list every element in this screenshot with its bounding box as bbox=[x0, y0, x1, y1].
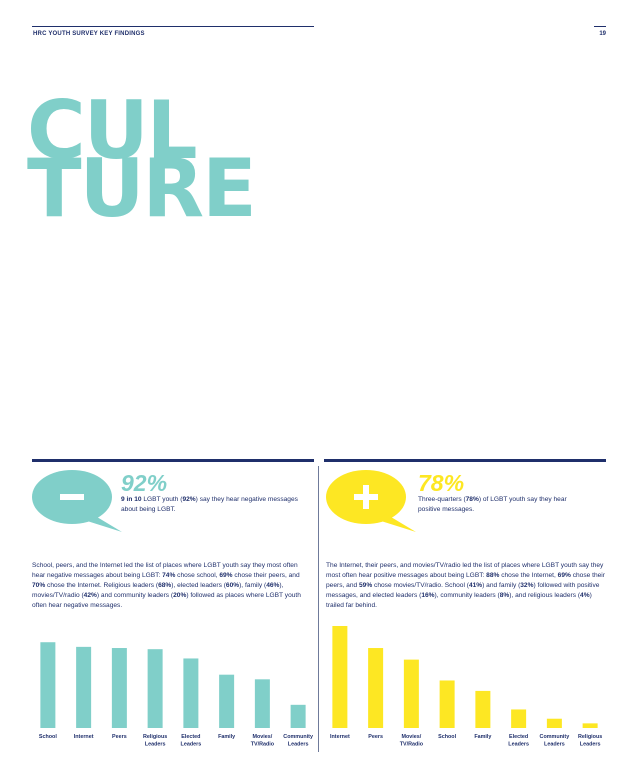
positive-paragraph-segment: ) followed with positive messages, and e… bbox=[326, 582, 600, 599]
positive-speech-bubble-icon bbox=[326, 470, 416, 532]
negative-paragraph-segment: chose the Internet. Religious leaders ( bbox=[45, 582, 159, 589]
negative-paragraph-segment: 20% bbox=[173, 592, 187, 599]
bar bbox=[219, 674, 235, 728]
bar bbox=[439, 680, 455, 728]
positive-paragraph-segment: chose the Internet, bbox=[499, 572, 558, 579]
negative-paragraph-segment: chose school, bbox=[175, 572, 220, 579]
category-label: Peers bbox=[112, 734, 127, 740]
negative-paragraph-segment: 69% bbox=[219, 572, 233, 579]
negative-paragraph-segment: 74% bbox=[162, 572, 176, 579]
negative-note-segment: 92% bbox=[182, 496, 196, 503]
negative-speech-bubble-icon bbox=[32, 470, 122, 532]
negative-paragraph-segment: ), movies/TV/radio ( bbox=[32, 582, 284, 599]
category-label: Family bbox=[218, 734, 235, 740]
bar bbox=[403, 659, 419, 728]
category-label: Peers bbox=[368, 734, 383, 740]
category-label: Movies/TV/Radio bbox=[251, 734, 275, 748]
negative-paragraph-segment: 46% bbox=[266, 582, 280, 589]
headline-line-2: TURE bbox=[27, 142, 257, 235]
positive-paragraph-segment: 8% bbox=[499, 592, 510, 599]
bar bbox=[582, 723, 598, 728]
category-label: Internet bbox=[330, 734, 350, 740]
negative-note-segment: 9 in 10 bbox=[121, 496, 142, 503]
bar bbox=[290, 704, 306, 728]
negative-note-segment: LGBT youth ( bbox=[141, 496, 183, 503]
positive-paragraph-segment: 4% bbox=[580, 592, 590, 599]
negative-paragraph-segment: ) and community leaders ( bbox=[96, 592, 174, 599]
bar bbox=[254, 679, 270, 728]
positive-paragraph-segment: 69% bbox=[557, 572, 571, 579]
negative-percent: 92% bbox=[121, 470, 168, 496]
positive-paragraph-segment: The Internet, their peers, and movies/TV… bbox=[326, 562, 604, 579]
positive-percent: 78% bbox=[418, 470, 465, 496]
bar bbox=[147, 649, 163, 728]
bar bbox=[40, 642, 56, 728]
positive-paragraph-segment: 32% bbox=[520, 582, 534, 589]
positive-note-segment: ) of LGBT youth say they hear positive m… bbox=[418, 496, 567, 513]
category-label: Family bbox=[474, 734, 491, 740]
negative-paragraph-segment: ), elected leaders ( bbox=[171, 582, 226, 589]
header-rule bbox=[32, 26, 314, 27]
category-label: Community Leaders bbox=[283, 734, 313, 748]
positive-paragraph-segment: 16% bbox=[421, 592, 435, 599]
negative-note-segment: ) say they hear negative messages about … bbox=[121, 496, 298, 513]
positive-sources-bar-chart: Internet Peers Movies/TV/Radio School Family… bbox=[330, 626, 602, 748]
bar bbox=[511, 709, 527, 728]
category-label: Community Leaders bbox=[540, 734, 570, 748]
page-number: 19 bbox=[599, 31, 606, 37]
negative-paragraph-segment: 68% bbox=[158, 582, 172, 589]
category-label: Religious Leaders bbox=[578, 734, 602, 748]
category-label: Elected Leaders bbox=[181, 734, 202, 748]
header-rule-short bbox=[594, 26, 606, 27]
bar bbox=[332, 626, 348, 728]
positive-paragraph-segment: ), and religious leaders ( bbox=[509, 592, 581, 599]
bar bbox=[111, 648, 127, 728]
negative-paragraph: School, peers, and the Internet led the … bbox=[32, 561, 312, 611]
positive-note-segment: Three-quarters ( bbox=[418, 496, 466, 503]
negative-note: 9 in 10 LGBT youth (92%) say they hear n… bbox=[121, 495, 301, 515]
category-label: Internet bbox=[74, 734, 94, 740]
negative-paragraph-segment: ) followed as places where LGBT youth of… bbox=[32, 592, 301, 609]
bar bbox=[368, 648, 384, 728]
category-label: School bbox=[39, 734, 57, 740]
negative-paragraph-segment: School, peers, and the Internet led the … bbox=[32, 562, 298, 579]
positive-paragraph-segment: ), community leaders ( bbox=[434, 592, 500, 599]
positive-note: Three-quarters (78%) of LGBT youth say t… bbox=[418, 495, 568, 515]
positive-paragraph-segment: ) and family ( bbox=[482, 582, 521, 589]
positive-paragraph-segment: 41% bbox=[468, 582, 483, 589]
positive-paragraph-segment: ) trailed far behind. bbox=[326, 592, 592, 609]
bar bbox=[475, 690, 491, 728]
category-label: Elected Leaders bbox=[508, 734, 529, 748]
left-section-rule bbox=[32, 459, 314, 462]
category-label: School bbox=[438, 734, 456, 740]
headline-line-1: CUL bbox=[27, 84, 198, 177]
positive-paragraph-segment: 88% bbox=[486, 572, 500, 579]
category-label: Religious Leaders bbox=[143, 734, 167, 748]
negative-paragraph-segment: 70% bbox=[32, 582, 46, 589]
positive-paragraph: The Internet, their peers, and movies/TV… bbox=[326, 561, 606, 611]
positive-paragraph-segment: chose movies/TV/radio. School ( bbox=[372, 582, 469, 589]
category-label: Movies/TV/Radio bbox=[400, 734, 424, 748]
bar bbox=[76, 646, 92, 728]
bar bbox=[183, 658, 199, 728]
column-divider bbox=[318, 466, 319, 752]
bar bbox=[546, 718, 562, 728]
negative-paragraph-segment: chose their peers, and bbox=[232, 572, 300, 579]
negative-sources-bar-chart: School Internet Peers Religious Leaders Elect… bbox=[39, 642, 313, 748]
right-section-rule bbox=[324, 459, 606, 462]
header-label: HRC YOUTH SURVEY KEY FINDINGS bbox=[33, 31, 145, 37]
negative-paragraph-segment: 60% bbox=[225, 582, 240, 589]
negative-paragraph-segment: 42% bbox=[83, 592, 97, 599]
negative-paragraph-segment: ), family ( bbox=[239, 582, 267, 589]
positive-paragraph-segment: chose their peers, and bbox=[326, 572, 605, 589]
positive-paragraph-segment: 59% bbox=[359, 582, 373, 589]
positive-note-segment: 78% bbox=[465, 496, 479, 503]
